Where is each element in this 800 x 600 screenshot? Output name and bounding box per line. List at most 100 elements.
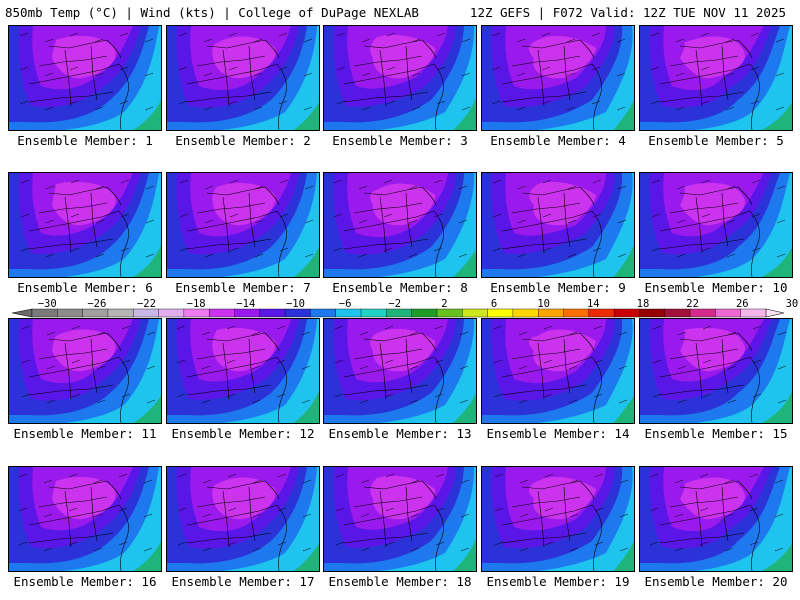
colorbar-segment [436, 308, 463, 318]
colorbar-segment [133, 308, 160, 318]
colorbar-segment [183, 308, 210, 318]
colorbar-segment [335, 308, 362, 318]
ensemble-map-panel [8, 466, 162, 572]
colorbar-tick-label: −14 [236, 298, 255, 310]
temperature-colorbar: −30−26−22−18−14−10−6−2261014182226303438… [11, 298, 799, 318]
ensemble-member-label: Ensemble Member: 7 [175, 280, 311, 295]
temperature-map [9, 319, 161, 423]
ensemble-member-label: Ensemble Member: 10 [644, 280, 788, 295]
colorbar-segment [284, 308, 311, 318]
colorbar-high-arrow [765, 308, 785, 318]
temperature-map [167, 319, 319, 423]
colorbar-tick-label: 10 [537, 298, 550, 310]
ensemble-member-label: Ensemble Member: 6 [17, 280, 153, 295]
ensemble-member-label: Ensemble Member: 20 [644, 574, 788, 589]
ensemble-member-label: Ensemble Member: 1 [17, 133, 153, 148]
temperature-map [324, 26, 476, 130]
temperature-map [167, 467, 319, 571]
colorbar-segment [613, 308, 640, 318]
colorbar-tick-label: 30 [786, 298, 799, 310]
ensemble-map-panel [639, 25, 793, 131]
ensemble-map-panel [166, 172, 320, 278]
ensemble-member-label: Ensemble Member: 3 [332, 133, 468, 148]
ensemble-map-panel [166, 25, 320, 131]
ensemble-member-label: Ensemble Member: 18 [328, 574, 472, 589]
temperature-map [167, 173, 319, 277]
colorbar-tick-label: −2 [388, 298, 401, 310]
temperature-map [482, 319, 634, 423]
ensemble-member-label: Ensemble Member: 14 [486, 426, 630, 441]
temperature-map [324, 467, 476, 571]
ensemble-member-label: Ensemble Member: 16 [13, 574, 157, 589]
temperature-map [482, 26, 634, 130]
colorbar-tick-label: 2 [441, 298, 447, 310]
ensemble-map-panel [481, 318, 635, 424]
colorbar-segment [512, 308, 539, 318]
ensemble-map-panel [166, 466, 320, 572]
colorbar-segment [234, 308, 261, 318]
colorbar-segment [158, 308, 185, 318]
colorbar-segment [107, 308, 134, 318]
colorbar-segment [462, 308, 489, 318]
header-title: 850mb Temp (°C) | Wind (kts) | College o… [5, 5, 419, 20]
ensemble-member-label: Ensemble Member: 17 [171, 574, 315, 589]
temperature-map [640, 467, 792, 571]
colorbar-segment [411, 308, 438, 318]
colorbar-segment [386, 308, 413, 318]
colorbar-segment [563, 308, 590, 318]
temperature-map [640, 173, 792, 277]
temperature-map [640, 319, 792, 423]
ensemble-map-panel [481, 25, 635, 131]
colorbar-tick-label: 22 [686, 298, 699, 310]
ensemble-member-label: Ensemble Member: 15 [644, 426, 788, 441]
colorbar-tick-label: −6 [339, 298, 352, 310]
colorbar-segment [664, 308, 691, 318]
ensemble-member-label: Ensemble Member: 5 [648, 133, 784, 148]
ensemble-map-panel [639, 172, 793, 278]
ensemble-member-label: Ensemble Member: 11 [13, 426, 157, 441]
ensemble-member-label: Ensemble Member: 19 [486, 574, 630, 589]
temperature-map [9, 467, 161, 571]
ensemble-map-panel [166, 318, 320, 424]
colorbar-tick-label: 14 [587, 298, 600, 310]
ensemble-map-panel [8, 318, 162, 424]
temperature-map [324, 173, 476, 277]
colorbar-segment [82, 308, 109, 318]
temperature-map [9, 26, 161, 130]
colorbar-tick-label: 18 [637, 298, 650, 310]
temperature-map [9, 173, 161, 277]
colorbar-tick-label: −18 [187, 298, 206, 310]
ensemble-member-label: Ensemble Member: 9 [490, 280, 626, 295]
ensemble-map-panel [481, 466, 635, 572]
colorbar-segment [208, 308, 235, 318]
colorbar-segment [639, 308, 666, 318]
colorbar-segment [360, 308, 387, 318]
colorbar-segment [740, 308, 767, 318]
ensemble-member-label: Ensemble Member: 13 [328, 426, 472, 441]
ensemble-map-panel [481, 172, 635, 278]
colorbar-segment [715, 308, 742, 318]
ensemble-map-panel [639, 466, 793, 572]
temperature-map [482, 173, 634, 277]
colorbar-segment [310, 308, 337, 318]
ensemble-map-panel [323, 318, 477, 424]
temperature-map [640, 26, 792, 130]
ensemble-member-label: Ensemble Member: 2 [175, 133, 311, 148]
temperature-map [324, 319, 476, 423]
colorbar-segment [538, 308, 565, 318]
colorbar-tick-label: −30 [38, 298, 57, 310]
ensemble-map-panel [8, 25, 162, 131]
ensemble-map-panel [323, 466, 477, 572]
ensemble-map-panel [323, 172, 477, 278]
colorbar-tick-label: −26 [87, 298, 106, 310]
colorbar-tick-label: −22 [137, 298, 156, 310]
ensemble-map-panel [8, 172, 162, 278]
temperature-map [167, 26, 319, 130]
temperature-map [482, 467, 634, 571]
colorbar-low-arrow [11, 308, 33, 318]
header-run-info: 12Z GEFS | F072 Valid: 12Z TUE NOV 11 20… [469, 5, 786, 20]
ensemble-map-panel [323, 25, 477, 131]
colorbar-segment [588, 308, 615, 318]
colorbar-tick-label: −10 [286, 298, 305, 310]
colorbar-segment [31, 308, 58, 318]
